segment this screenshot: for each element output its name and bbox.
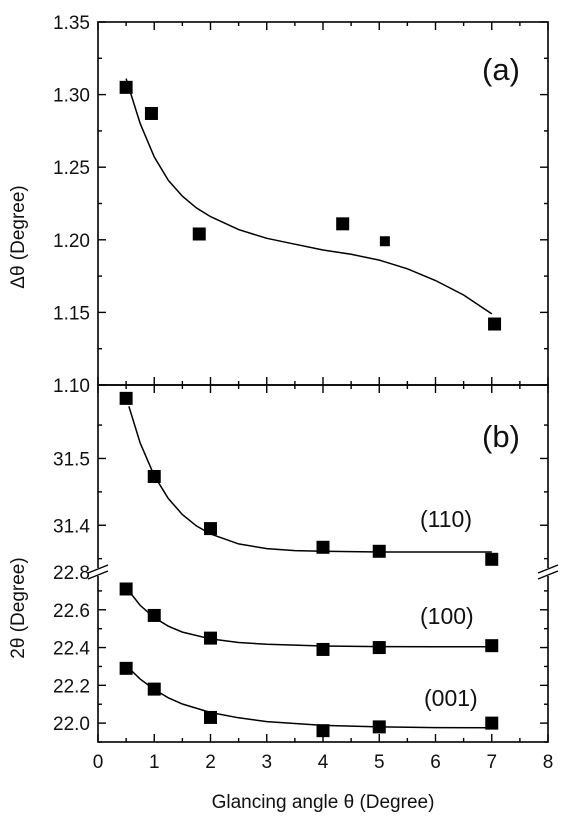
panel-a-fit-curve (125, 78, 493, 315)
data-point-series-1 (147, 608, 161, 622)
right-axis-break-slash (537, 564, 559, 574)
panel-a-y-tick-label: 1.25 (53, 158, 90, 179)
panel-b-x-tick-label: 0 (93, 752, 104, 773)
data-point-series-1 (316, 642, 330, 656)
data-point-series-0 (316, 540, 330, 554)
data-point-series-2 (119, 661, 133, 675)
panel-b-y-tick-labels: 31.4 31.5 22.0 22.2 22.4 22.6 22.8 (53, 449, 90, 735)
left-axis-break-gap (90, 568, 106, 576)
panel-a-data-point (379, 236, 390, 247)
x-axis-title: Glancing angle θ (Degree) (212, 792, 435, 813)
panel-b-y-axis-title: 2θ (Degree) (8, 557, 29, 658)
panel-b-lower-y-tick-label: 22.2 (53, 676, 90, 697)
left-axis-break-slash (87, 564, 109, 574)
data-point-series-0 (485, 552, 499, 566)
panel-b-lower-y-tick-label: 22.8 (53, 563, 90, 584)
panel-b-label: (b) (482, 419, 520, 454)
data-point-series-1 (119, 582, 133, 596)
panel-b-lower-y-tick-label: 22.4 (53, 639, 90, 660)
panel-b-ticks (97, 385, 549, 743)
data-point-series-1 (372, 641, 386, 655)
panel-b-x-tick-labels: 0 1 2 3 4 5 6 7 8 (93, 752, 554, 773)
panel-a-y-tick-labels: 1.10 1.15 1.20 1.25 1.30 1.35 (53, 13, 90, 397)
data-point-series-2 (204, 710, 217, 724)
panel-a-data-point (192, 227, 206, 241)
panel-a-y-tick-label: 1.10 (53, 376, 90, 397)
panel-a: 1.10 1.15 1.20 1.25 1.30 1.35 (a) Δθ (Degree) (8, 13, 549, 397)
panel-b-fit-curves (125, 406, 492, 729)
series-label-001: (001) (424, 685, 478, 711)
panel-b-x-tick-label: 7 (486, 752, 497, 773)
panel-a-y-axis-title: Δθ (Degree) (8, 185, 29, 289)
data-point-series-1 (204, 631, 217, 645)
panel-b: 31.4 31.5 22.0 22.2 22.4 22.6 22.8 0 1 2 3 4 5 6 7 8 (… (8, 384, 559, 813)
panel-a-data-point (336, 217, 350, 231)
panel-a-y-tick-label: 1.15 (53, 303, 90, 324)
panel-b-x-tick-label: 1 (149, 752, 160, 773)
data-point-series-1 (485, 639, 499, 653)
panel-a-data-point (144, 106, 158, 120)
panel-b-frame (97, 384, 549, 743)
panel-b-x-tick-label: 2 (205, 752, 216, 773)
left-axis-break-slash (87, 570, 109, 580)
panel-a-label: (a) (482, 52, 520, 87)
data-point-series-2 (372, 720, 386, 734)
data-point-series-0 (147, 469, 161, 483)
panel-b-data-points (119, 391, 499, 738)
panel-b-lower-y-tick-label: 22.0 (53, 714, 90, 735)
panel-a-frame (97, 21, 549, 386)
panel-b-x-tick-label: 3 (261, 752, 272, 773)
series-label-110: (110) (420, 506, 472, 532)
panel-a-data-point (488, 317, 502, 331)
panel-a-data-point (119, 80, 133, 94)
data-point-series-2 (485, 716, 499, 730)
panel-a-y-tick-label: 1.20 (53, 231, 90, 252)
panel-b-x-tick-label: 4 (318, 752, 329, 773)
data-point-series-2 (147, 682, 161, 696)
data-point-series-0 (372, 544, 386, 558)
right-axis-break-slash (537, 570, 559, 580)
panel-b-x-tick-label: 6 (430, 752, 441, 773)
data-point-series-0 (204, 522, 217, 536)
data-point-series-2 (316, 724, 330, 738)
right-axis-break-gap (540, 568, 556, 576)
panel-b-x-tick-label: 8 (543, 752, 554, 773)
data-point-series-0 (119, 391, 133, 405)
panel-b-upper-y-tick-label: 31.5 (53, 449, 90, 470)
panel-b-x-tick-label: 5 (374, 752, 385, 773)
panel-b-upper-y-tick-label: 31.4 (53, 516, 90, 537)
panel-a-ticks (97, 21, 549, 386)
panel-a-y-tick-label: 1.30 (53, 86, 90, 107)
panel-a-data-points (119, 80, 502, 331)
series-label-100: (100) (420, 603, 474, 629)
axis-break-marks (87, 564, 559, 580)
panel-a-y-tick-label: 1.35 (53, 13, 90, 34)
panel-b-lower-y-tick-label: 22.6 (53, 601, 90, 622)
